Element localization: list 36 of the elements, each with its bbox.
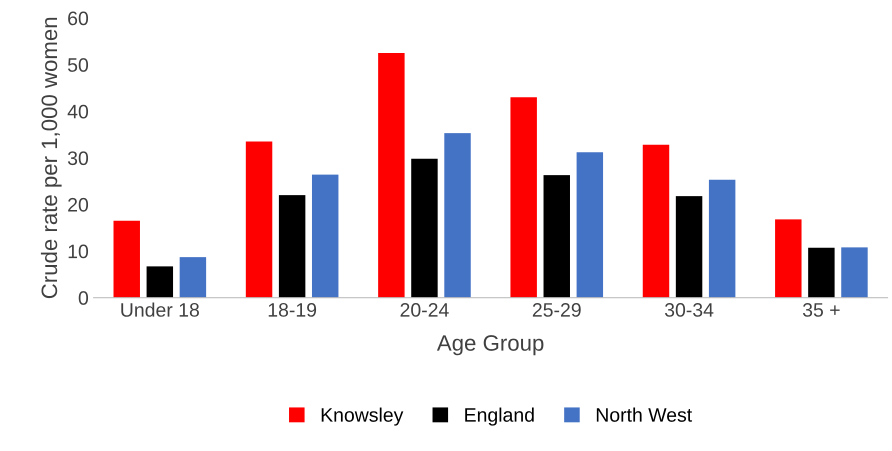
bar — [676, 196, 702, 298]
x-axis-title: Age Group — [436, 335, 544, 356]
x-tick-label: 30-34 — [664, 303, 714, 317]
bar — [114, 220, 140, 298]
legend-label: Knowsley — [322, 408, 404, 426]
y-tick-label: 30 — [68, 151, 88, 166]
legend-label: England — [465, 408, 534, 426]
x-tick-label: 20-24 — [400, 303, 449, 317]
y-tick-label: 10 — [68, 244, 88, 258]
bar — [642, 144, 670, 298]
y-tick-label: 50 — [68, 58, 88, 72]
y-axis-title: Crude rate per 1,000 women — [40, 18, 62, 298]
bar — [180, 257, 206, 298]
bar — [576, 152, 604, 298]
x-tick-label: Under 18 — [121, 302, 199, 317]
bar — [841, 247, 868, 298]
bar — [544, 175, 570, 298]
bar — [378, 52, 405, 298]
y-tick-label: 40 — [68, 104, 88, 118]
bar — [808, 248, 835, 298]
legend-label: North West — [596, 408, 692, 422]
x-tick-label: 18-19 — [268, 303, 316, 317]
y-tick-label: 20 — [68, 198, 88, 212]
bar — [312, 174, 338, 298]
y-tick-label: 0 — [78, 291, 88, 305]
bar — [775, 219, 802, 298]
bar — [510, 97, 537, 298]
bar — [444, 133, 471, 298]
bar — [246, 142, 272, 298]
bar — [411, 158, 438, 298]
x-tick-label: 25-29 — [532, 303, 581, 317]
bar — [708, 180, 736, 298]
bar — [146, 266, 174, 298]
y-tick-label: 60 — [68, 12, 88, 26]
x-tick-label: 35 + — [802, 303, 840, 317]
bar — [278, 195, 306, 298]
